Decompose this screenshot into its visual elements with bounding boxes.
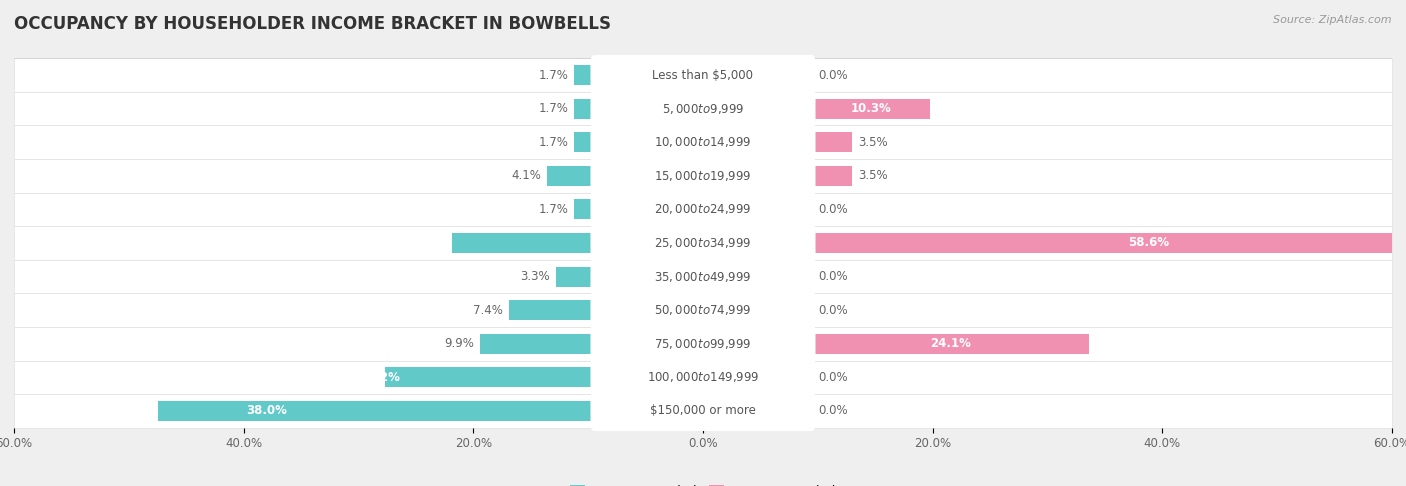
Text: $35,000 to $49,999: $35,000 to $49,999 [654, 270, 752, 283]
Text: Less than $5,000: Less than $5,000 [652, 69, 754, 82]
Text: $20,000 to $24,999: $20,000 to $24,999 [654, 203, 752, 216]
FancyBboxPatch shape [591, 189, 815, 229]
Text: $15,000 to $19,999: $15,000 to $19,999 [654, 169, 752, 183]
Text: 0.0%: 0.0% [818, 371, 848, 384]
Bar [14, 361, 1392, 394]
Text: 4.1%: 4.1% [512, 169, 541, 182]
Bar [509, 300, 593, 320]
Text: OCCUPANCY BY HOUSEHOLDER INCOME BRACKET IN BOWBELLS: OCCUPANCY BY HOUSEHOLDER INCOME BRACKET … [14, 15, 612, 33]
Text: $10,000 to $14,999: $10,000 to $14,999 [654, 135, 752, 149]
Bar [575, 65, 593, 85]
FancyBboxPatch shape [591, 257, 815, 297]
Bar [813, 99, 931, 119]
Bar [813, 132, 852, 152]
Text: 9.9%: 9.9% [444, 337, 474, 350]
Text: $100,000 to $149,999: $100,000 to $149,999 [647, 370, 759, 384]
Text: 3.5%: 3.5% [858, 169, 887, 182]
Text: $25,000 to $34,999: $25,000 to $34,999 [654, 236, 752, 250]
Text: Source: ZipAtlas.com: Source: ZipAtlas.com [1274, 15, 1392, 25]
Text: 0.0%: 0.0% [818, 69, 848, 82]
Bar [813, 334, 1088, 354]
Bar [451, 233, 593, 253]
FancyBboxPatch shape [591, 391, 815, 431]
Bar [14, 192, 1392, 226]
FancyBboxPatch shape [591, 55, 815, 95]
Text: 24.1%: 24.1% [929, 337, 972, 350]
Text: 3.3%: 3.3% [520, 270, 550, 283]
Bar [481, 334, 593, 354]
Text: 0.0%: 0.0% [818, 203, 848, 216]
Bar [14, 226, 1392, 260]
Text: 38.0%: 38.0% [246, 404, 287, 417]
FancyBboxPatch shape [591, 156, 815, 196]
FancyBboxPatch shape [591, 223, 815, 263]
Text: $50,000 to $74,999: $50,000 to $74,999 [654, 303, 752, 317]
Text: 1.7%: 1.7% [538, 69, 568, 82]
Text: 58.6%: 58.6% [1128, 237, 1168, 249]
Text: $75,000 to $99,999: $75,000 to $99,999 [654, 337, 752, 351]
Bar [547, 166, 593, 186]
Text: 1.7%: 1.7% [538, 203, 568, 216]
Bar [14, 58, 1392, 92]
Bar [14, 394, 1392, 428]
Text: 18.2%: 18.2% [360, 371, 401, 384]
FancyBboxPatch shape [591, 324, 815, 364]
Bar [813, 233, 1406, 253]
Bar [813, 166, 852, 186]
Legend: Owner-occupied, Renter-occupied: Owner-occupied, Renter-occupied [565, 480, 841, 486]
Bar [14, 294, 1392, 327]
Text: 0.0%: 0.0% [818, 304, 848, 317]
Text: 1.7%: 1.7% [538, 102, 568, 115]
Bar [575, 132, 593, 152]
Text: 3.5%: 3.5% [858, 136, 887, 149]
FancyBboxPatch shape [591, 88, 815, 129]
Bar [157, 401, 593, 421]
Bar [555, 266, 593, 287]
Text: $5,000 to $9,999: $5,000 to $9,999 [662, 102, 744, 116]
Bar [14, 159, 1392, 192]
FancyBboxPatch shape [591, 357, 815, 398]
Bar [14, 92, 1392, 125]
FancyBboxPatch shape [591, 122, 815, 162]
Text: 0.0%: 0.0% [818, 404, 848, 417]
Text: $150,000 or more: $150,000 or more [650, 404, 756, 417]
Bar [575, 199, 593, 220]
FancyBboxPatch shape [591, 290, 815, 330]
Bar [14, 327, 1392, 361]
Text: 12.4%: 12.4% [394, 237, 434, 249]
Bar [14, 125, 1392, 159]
Text: 7.4%: 7.4% [474, 304, 503, 317]
Text: 0.0%: 0.0% [818, 270, 848, 283]
Bar [14, 260, 1392, 294]
Bar [385, 367, 593, 387]
Text: 10.3%: 10.3% [851, 102, 891, 115]
Bar [575, 99, 593, 119]
Text: 1.7%: 1.7% [538, 136, 568, 149]
